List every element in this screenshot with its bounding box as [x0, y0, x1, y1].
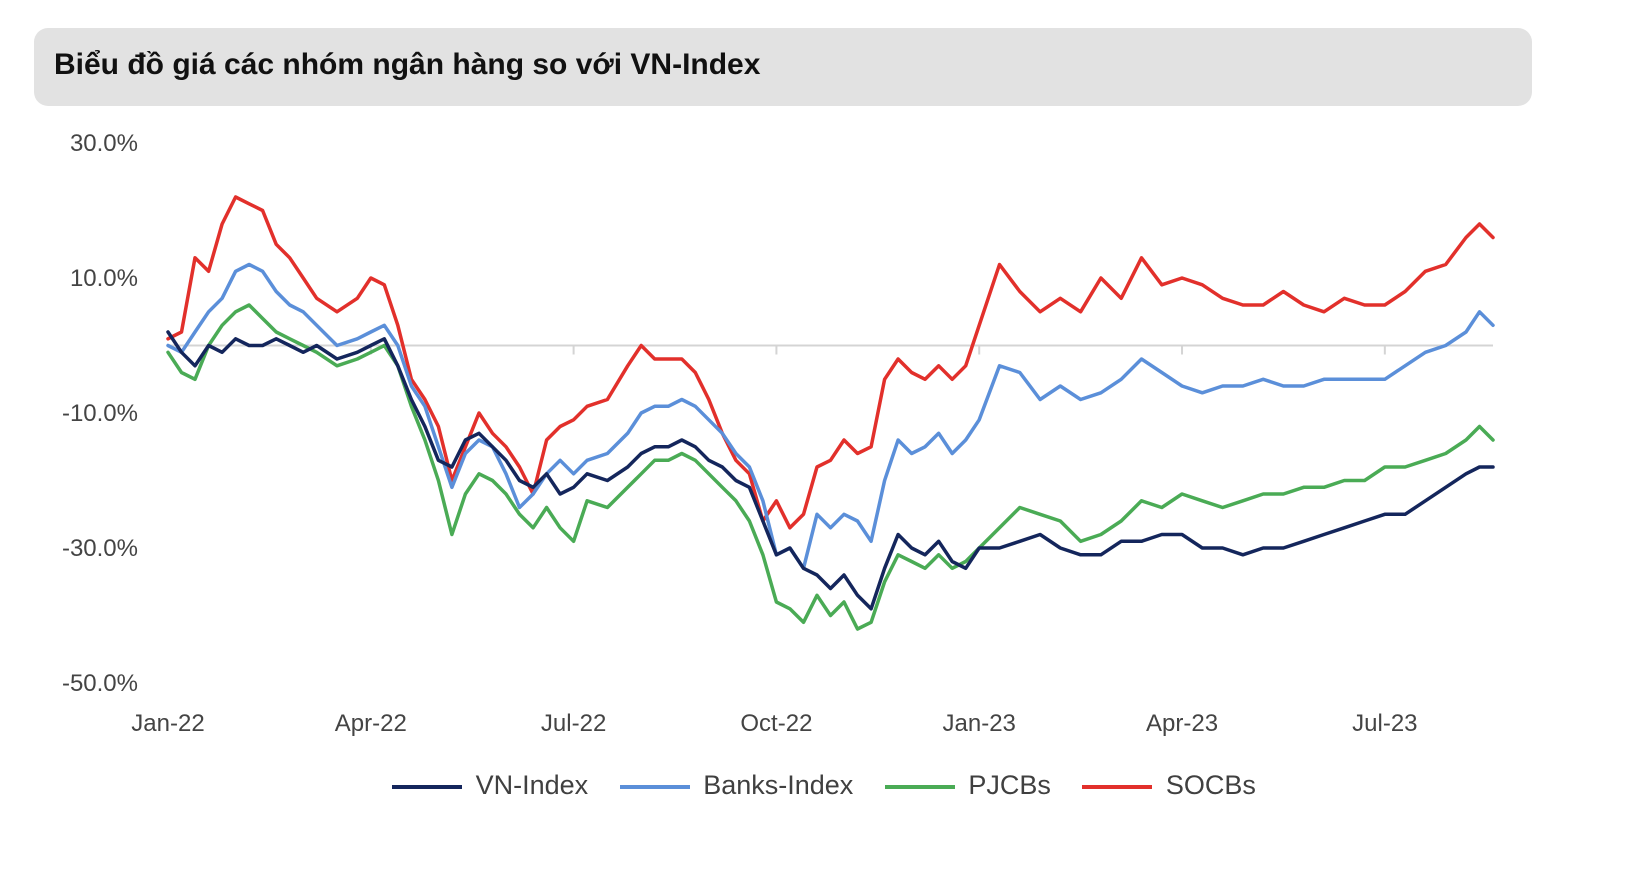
chart-legend: VN-Index Banks-Index PJCBs SOCBs	[0, 770, 1648, 814]
y-tick-label: 10.0%	[70, 265, 138, 292]
y-tick-label: -50.0%	[62, 670, 138, 697]
x-tick-label: Apr-23	[1146, 710, 1218, 737]
series-line-socbs	[166, 195, 1495, 530]
legend-label-pjcbs: PJCBs	[968, 770, 1051, 800]
legend-label-socbs: SOCBs	[1165, 770, 1256, 800]
series-line-banks-index	[166, 262, 1495, 571]
series-line-pjcbs	[166, 303, 1495, 631]
legend-swatch-banks-index	[619, 784, 690, 789]
chart-title: Biểu đồ giá các nhóm ngân hàng so với VN…	[54, 48, 761, 81]
axis-layer: 30.0% 10.0% -10.0% -30.0% -50.0% Jan-22 Apr-22…	[62, 130, 1493, 737]
legend-swatch-pjcbs	[884, 784, 955, 789]
x-tick-label: Jul-23	[1352, 710, 1417, 737]
x-tick-label: Jan-22	[131, 710, 204, 737]
series-line-vn-index	[166, 330, 1495, 611]
y-tick-label: -30.0%	[62, 535, 138, 562]
legend-item-socbs: SOCBs	[1082, 770, 1256, 801]
legend-swatch-socbs	[1082, 784, 1153, 789]
series-layer	[166, 195, 1495, 631]
x-tick-label: Jan-23	[943, 710, 1016, 737]
legend-item-pjcbs: PJCBs	[884, 770, 1051, 801]
x-tick-label: Apr-22	[335, 710, 407, 737]
legend-item-banks-index: Banks-Index	[619, 770, 854, 801]
x-tick-label: Jul-22	[541, 710, 606, 737]
legend-label-vn-index: VN-Index	[475, 770, 589, 800]
legend-swatch-vn-index	[392, 784, 463, 789]
y-tick-label: 30.0%	[70, 130, 138, 157]
x-tick-label: Oct-22	[740, 710, 812, 737]
y-tick-label: -10.0%	[62, 400, 138, 427]
legend-label-banks-index: Banks-Index	[703, 770, 854, 800]
legend-item-vn-index: VN-Index	[392, 770, 588, 801]
chart-header: Biểu đồ giá các nhóm ngân hàng so với VN…	[34, 28, 1532, 106]
